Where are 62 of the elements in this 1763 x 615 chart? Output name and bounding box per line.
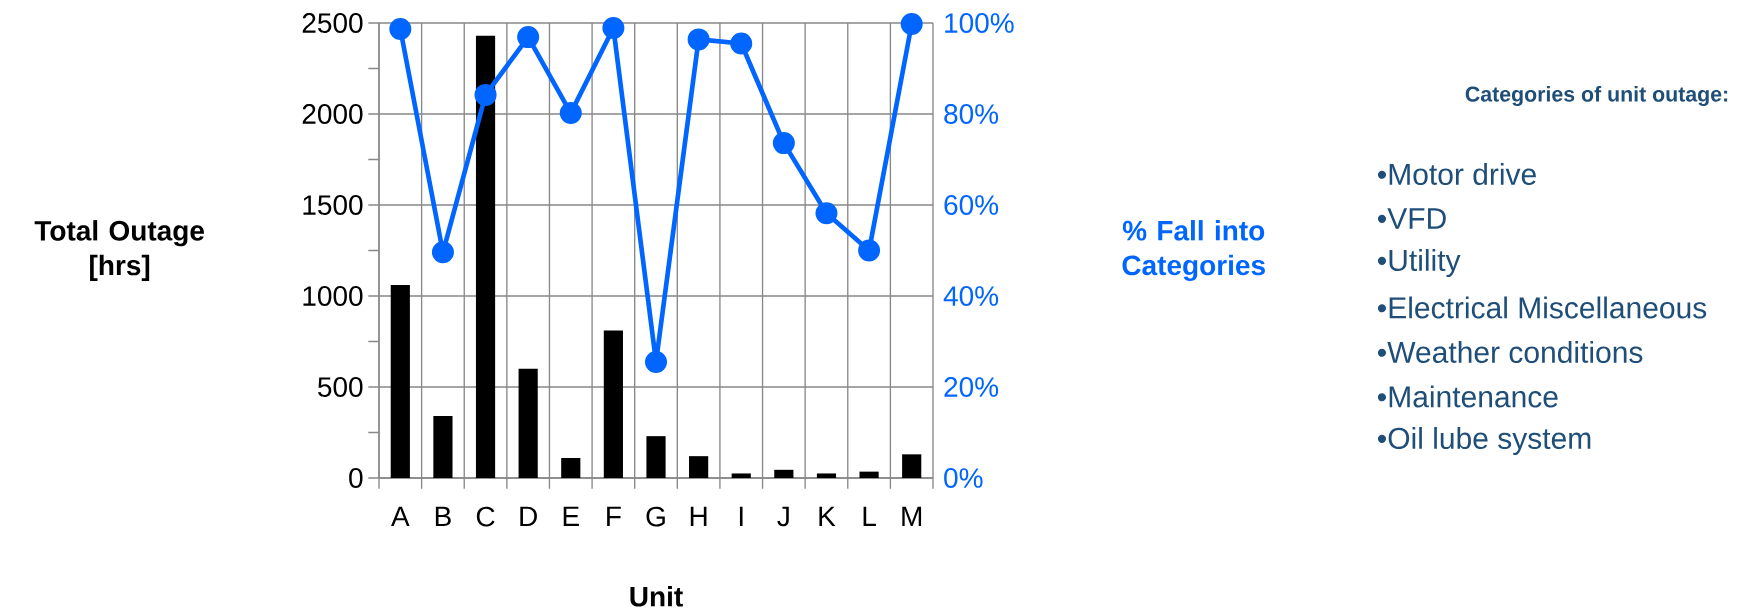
text: •Motor drive: [1377, 162, 1536, 186]
text: •VFD: [1377, 208, 1446, 229]
y2-tick-label: 80%: [944, 104, 999, 124]
x-tick-label: F: [607, 506, 621, 526]
y-tick-label: 500: [318, 377, 363, 397]
y2-axis-title: % Fall into Categories: [1122, 220, 1265, 281]
y-axis-title: Total Outage [hrs]: [34, 220, 204, 281]
y2-tick-label: 100%: [945, 13, 1014, 33]
point: [389, 17, 412, 40]
point: [431, 241, 454, 264]
x-tick-label: E: [563, 506, 579, 526]
x-tick-label: L: [863, 506, 876, 526]
point: [602, 17, 625, 40]
x-axis-title: Unit: [630, 586, 683, 607]
y2-tick-label: 60%: [944, 195, 999, 215]
y2-tick-label: 0%: [944, 468, 983, 488]
point: [559, 102, 582, 125]
text: •Electrical Miscellaneous: [1377, 296, 1707, 319]
point: [517, 26, 540, 49]
text: •Oil lube system: [1377, 427, 1591, 455]
bar: [475, 35, 496, 478]
bar: [689, 456, 709, 478]
bar: [731, 473, 751, 478]
text: •Utility: [1377, 249, 1461, 277]
y-tick-label: 2500: [302, 13, 363, 33]
point: [474, 83, 497, 106]
y-tick-label: 1500: [303, 195, 363, 215]
text: •Maintenance: [1377, 385, 1558, 408]
bar: [603, 330, 623, 478]
bar: [774, 469, 794, 478]
bar: [859, 471, 879, 478]
text: Categories of unit outage:: [1465, 86, 1728, 106]
x-tick-label: I: [739, 506, 743, 526]
point: [687, 28, 710, 51]
point: [858, 239, 881, 262]
x-tick-label: J: [777, 506, 789, 527]
bar: [433, 416, 453, 478]
x-tick-label: C: [476, 506, 495, 527]
bar: [518, 368, 538, 478]
x-tick-label: H: [690, 506, 707, 526]
bar: [646, 436, 666, 478]
point: [645, 350, 668, 373]
point: [815, 202, 838, 225]
point: [730, 32, 753, 55]
y2-tick-label: 40%: [943, 286, 999, 306]
point: [900, 12, 923, 35]
y-tick-label: 2000: [302, 104, 363, 124]
bar: [902, 454, 922, 478]
x-tick-label: A: [391, 506, 410, 526]
bar: [816, 473, 837, 478]
x-tick-label: B: [435, 506, 451, 526]
y-tick-label: 1000: [303, 286, 363, 306]
x-tick-label: D: [520, 506, 537, 526]
bar: [561, 457, 581, 478]
bar: [390, 285, 410, 478]
x-tick-label: G: [646, 506, 665, 527]
y2-tick-label: 20%: [944, 377, 999, 397]
text: •Weather conditions: [1377, 340, 1643, 364]
y-tick-label: 0: [349, 468, 363, 488]
x-tick-label: K: [819, 506, 836, 526]
x-tick-label: M: [902, 506, 922, 526]
point: [772, 132, 795, 155]
